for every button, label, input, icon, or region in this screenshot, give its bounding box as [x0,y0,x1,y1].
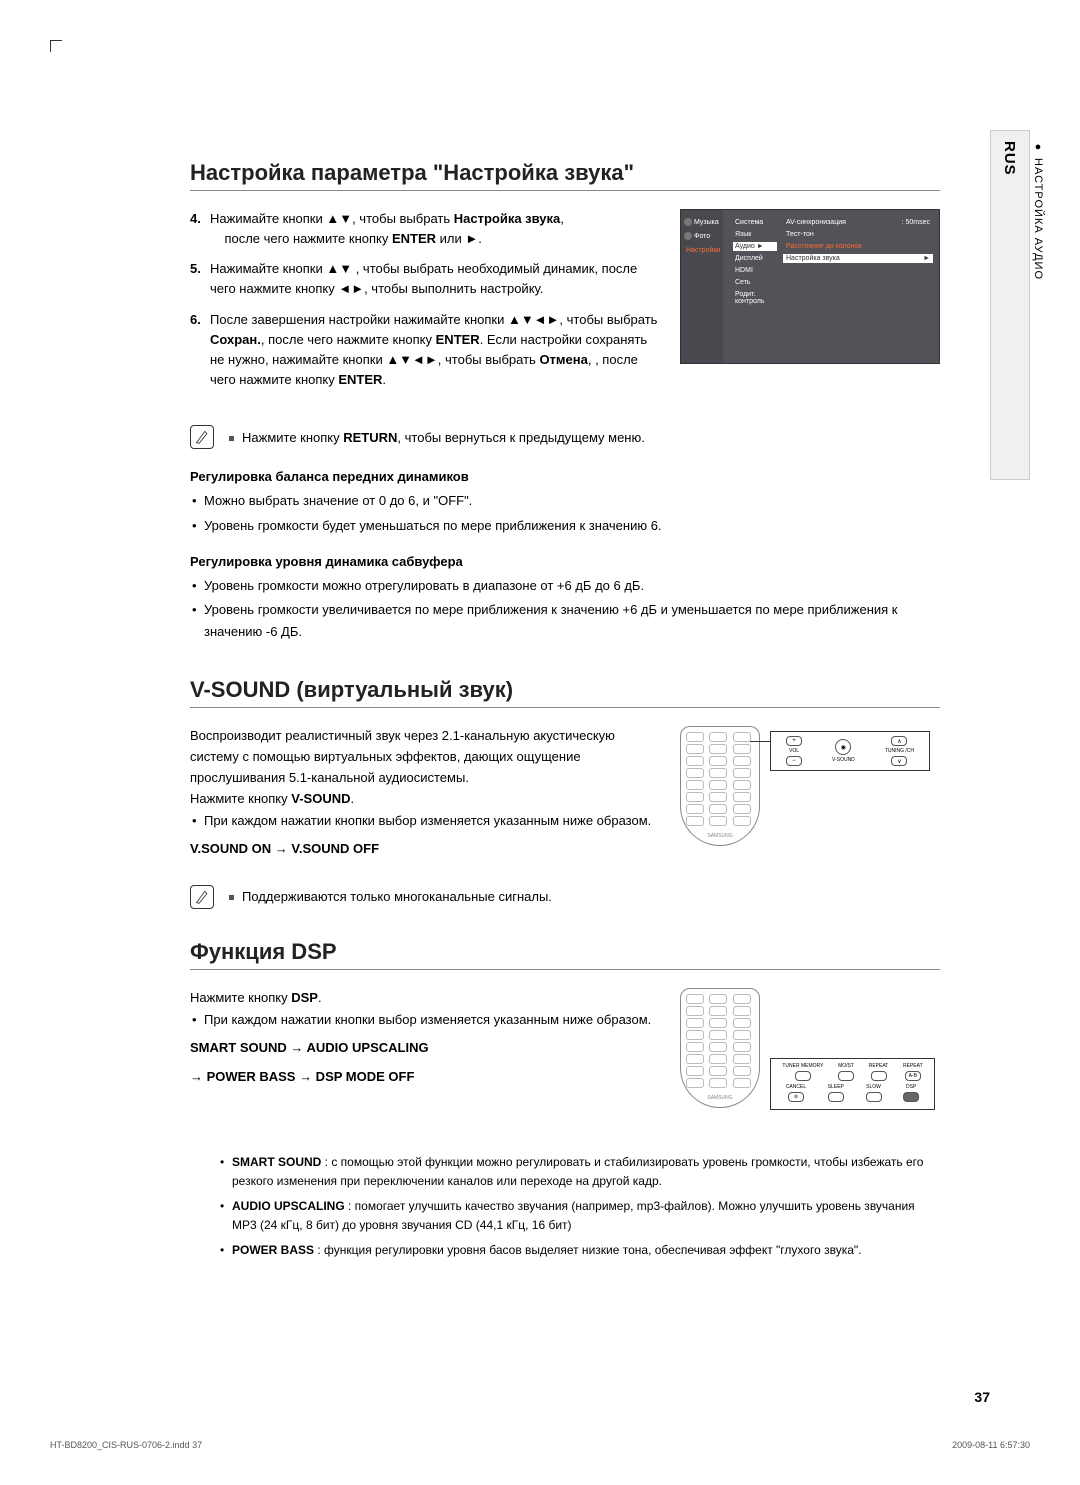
side-tab-section: ● НАСТРОЙКА АУДИО [1028,131,1048,479]
note1-text: Нажмите кнопку RETURN, чтобы вернуться к… [242,430,645,445]
note2-text: Поддерживаются только многоканальные сиг… [242,889,552,904]
section2-title: V-SOUND (виртуальный звук) [190,677,940,703]
remote-diagram-1: SAMSUNG +VOL−◉V-SOUND∧TUNING /CH∨ [680,726,940,856]
section3-bullet: При каждом нажатии кнопки выбор изменяет… [190,1009,660,1030]
page-number: 37 [974,1389,990,1405]
section1-title: Настройка параметра "Настройка звука" [190,160,940,186]
section3-details: SMART SOUND : с помощью этой функции мож… [190,1153,940,1261]
section1-steps: 4.Нажимайте кнопки ▲▼, чтобы выбрать Нас… [190,209,660,400]
sub1-list: Можно выбрать значение от 0 до 6, и "OFF… [190,490,940,536]
remote-brand: SAMSUNG [681,1095,759,1101]
section3-title: Функция DSP [190,939,940,965]
sub2-list: Уровень громкости можно отрегулировать в… [190,575,940,642]
footer-left: HT-BD8200_CIS-RUS-0706-2.indd 37 [50,1440,202,1450]
remote-callout-2: TUNER MEMORYMO/STREPEATREPEATA-BCANCEL⊘S… [770,1058,935,1110]
remote-callout-1: +VOL−◉V-SOUND∧TUNING /CH∨ [770,731,930,771]
sub1-title: Регулировка баланса передних динамиков [190,469,940,484]
section2-press: Нажмите кнопку V-SOUND. [190,789,660,810]
note-icon [190,885,214,909]
note-icon [190,425,214,449]
note-box-1: Нажмите кнопку RETURN, чтобы вернуться к… [190,425,940,449]
divider [190,969,940,970]
menu-screenshot: МузыкаФотоНастройки СистемаЯзыкАудио ►Ди… [680,209,940,364]
section3-press: Нажмите кнопку DSP. [190,988,660,1009]
remote-brand: SAMSUNG [681,833,759,839]
divider [190,190,940,191]
divider [190,707,940,708]
remote-diagram-2: SAMSUNG TUNER MEMORYMO/STREPEATREPEATA-B… [680,988,940,1143]
section2-intro: Воспроизводит реалистичный звук через 2.… [190,726,660,788]
section2-modes: V.SOUND ON → V.SOUND OFF [190,839,660,860]
section3-modes1: SMART SOUND → AUDIO UPSCALING [190,1038,660,1059]
footer-right: 2009-08-11 6:57:30 [952,1440,1030,1450]
section2-bullet: При каждом нажатии кнопки выбор изменяет… [190,810,660,831]
sub2-title: Регулировка уровня динамика сабвуфера [190,554,940,569]
note-box-2: Поддерживаются только многоканальные сиг… [190,885,940,909]
section3-modes2: → POWER BASS → DSP MODE OFF [190,1067,660,1088]
footer: HT-BD8200_CIS-RUS-0706-2.indd 37 2009-08… [50,1440,1030,1450]
